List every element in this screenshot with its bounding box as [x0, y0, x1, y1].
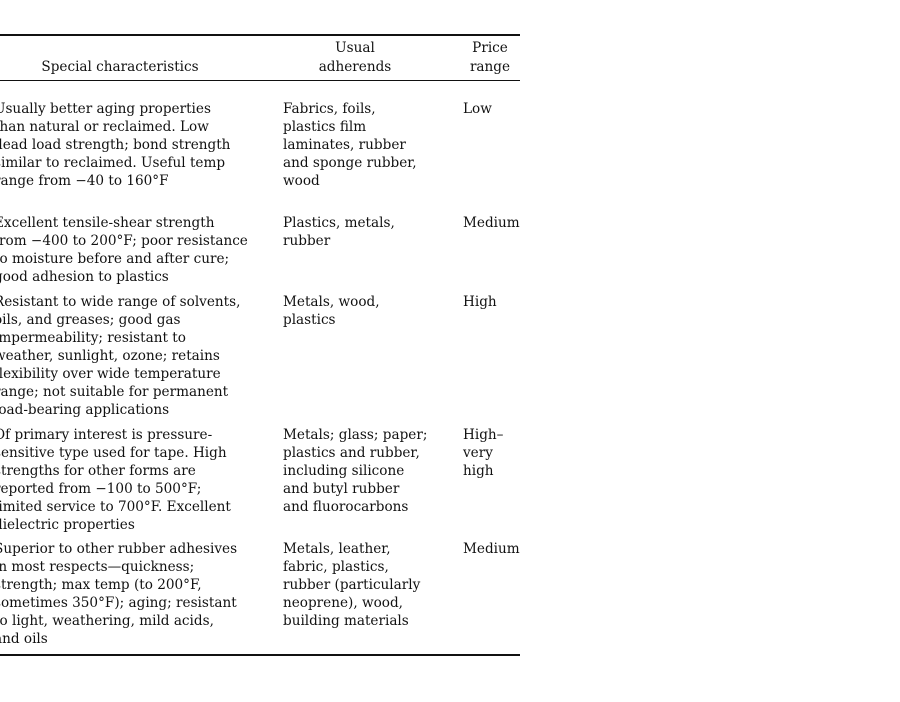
header-characteristics: Special characteristics	[41, 59, 199, 75]
header-bottom-rule	[0, 80, 520, 81]
characteristics-cell: Usually better aging properties than nat…	[0, 101, 231, 189]
adherends-cell: Metals; glass; paper; plastics and rubbe…	[283, 427, 428, 515]
characteristics-cell: Of primary interest is pressure- sensiti…	[0, 427, 231, 533]
adherends-cell: Metals, wood, plastics	[283, 294, 380, 328]
characteristics-cell: Resistant to wide range of solvents, oil…	[0, 294, 241, 418]
characteristics-cell: Superior to other rubber adhesives in mo…	[0, 541, 238, 647]
price-cell: Medium	[463, 215, 520, 231]
adherends-cell: Plastics, metals, rubber	[283, 215, 395, 249]
price-cell: Low	[463, 101, 492, 117]
adherends-cell: Metals, leather, fabric, plastics, rubbe…	[283, 541, 421, 629]
adherends-cell: Fabrics, foils, plastics film laminates,…	[283, 101, 417, 189]
price-cell: Medium	[463, 541, 520, 557]
price-cell: High– very high	[463, 427, 504, 479]
table-top-rule	[0, 34, 520, 36]
characteristics-cell: Excellent tensile-shear strength from −4…	[0, 215, 248, 285]
table-bottom-rule	[0, 654, 520, 656]
price-cell: High	[463, 294, 497, 310]
header-adherends: Usual adherends	[318, 40, 392, 75]
header-price: Price range	[469, 40, 511, 75]
